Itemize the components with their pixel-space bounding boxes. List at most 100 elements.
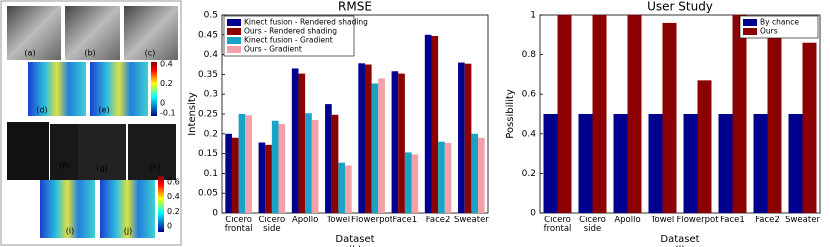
legend-swatch bbox=[227, 28, 241, 35]
panel-label: (j) bbox=[124, 227, 132, 236]
y-tick-label: 0.6 bbox=[522, 90, 537, 100]
x-tick-label-box: Flowerpot bbox=[351, 216, 392, 225]
bar bbox=[238, 114, 246, 213]
bar bbox=[298, 73, 306, 213]
y-axis-label: Intensity bbox=[187, 92, 198, 136]
legend-label: Ours - Gradient bbox=[244, 45, 302, 54]
y-axis-label: Possibility bbox=[505, 89, 516, 139]
error-map bbox=[90, 62, 148, 116]
image bbox=[124, 6, 178, 60]
bar bbox=[578, 114, 593, 213]
error-map bbox=[28, 62, 86, 116]
x-tick-label-box: Cicero side bbox=[579, 216, 606, 234]
bar bbox=[245, 115, 252, 213]
colorbar-label: 0 bbox=[167, 222, 172, 231]
colorbar-label: 0.2 bbox=[160, 79, 173, 88]
bar bbox=[291, 68, 299, 214]
colorbar-label: 0.2 bbox=[167, 207, 180, 216]
bar bbox=[767, 32, 782, 213]
x-tick-label: Towel bbox=[326, 216, 351, 225]
image bbox=[7, 122, 49, 180]
y-tick-label: 0 bbox=[530, 209, 536, 219]
legend-label: By chance bbox=[760, 18, 799, 27]
chart-title: User Study bbox=[647, 0, 713, 14]
bar bbox=[627, 15, 642, 213]
y-tick-label: 0 bbox=[212, 209, 218, 219]
bar bbox=[444, 142, 452, 213]
image bbox=[7, 6, 61, 60]
colorbar-label: 0.6 bbox=[167, 178, 180, 187]
image bbox=[128, 124, 176, 180]
bar bbox=[398, 73, 405, 213]
panel-label: (g) bbox=[96, 164, 107, 173]
bar bbox=[404, 152, 412, 213]
bar bbox=[557, 15, 572, 213]
bar bbox=[438, 141, 445, 213]
bar bbox=[338, 162, 346, 213]
bar bbox=[718, 114, 733, 213]
bar bbox=[231, 137, 239, 213]
bar bbox=[648, 114, 663, 213]
x-tick-label: Apollo bbox=[291, 216, 319, 225]
x-tick-label: Cicero side bbox=[258, 216, 286, 234]
bar bbox=[278, 123, 286, 213]
x-tick-label-box: Cicero side bbox=[258, 216, 286, 234]
bar bbox=[424, 34, 432, 213]
y-tick-label: 0.3 bbox=[204, 90, 218, 100]
legend-swatch bbox=[743, 28, 757, 35]
legend-swatch bbox=[227, 46, 241, 53]
colorbar-label: 0 bbox=[160, 99, 165, 108]
x-tick-label-box: Apollo bbox=[614, 216, 641, 225]
y-tick-label: 0.5 bbox=[204, 11, 218, 21]
bar bbox=[478, 137, 485, 213]
bar bbox=[543, 114, 558, 213]
bar bbox=[371, 83, 379, 214]
legend-swatch bbox=[227, 37, 241, 44]
image bbox=[78, 124, 126, 180]
colorbar-label: 0.4 bbox=[167, 192, 180, 201]
x-tick-label-box: Sweater bbox=[785, 216, 820, 225]
bar bbox=[325, 104, 332, 213]
bar bbox=[458, 62, 465, 213]
bar bbox=[271, 120, 279, 213]
bar bbox=[592, 15, 607, 213]
bar bbox=[305, 113, 312, 213]
x-tick-label: Sweater bbox=[785, 216, 820, 225]
panel-label: (f) bbox=[59, 162, 68, 171]
x-tick-label-box: Apollo bbox=[291, 216, 319, 225]
bar bbox=[802, 42, 817, 213]
legend-label: Ours bbox=[760, 27, 778, 36]
y-tick-label: 0.45 bbox=[198, 30, 218, 40]
panel-label: (h) bbox=[149, 164, 160, 173]
x-tick-label: Towel bbox=[650, 216, 675, 225]
y-tick-label: 0.8 bbox=[522, 50, 537, 60]
x-tick-label-box: Cicero frontal bbox=[543, 216, 572, 234]
bar bbox=[431, 35, 439, 213]
caption: (k) bbox=[348, 245, 362, 247]
x-tick-label: Cicero frontal bbox=[543, 216, 572, 234]
bar bbox=[464, 63, 472, 213]
y-tick-label: 1 bbox=[530, 11, 536, 21]
chart-title: RMSE bbox=[338, 0, 372, 14]
x-tick-label-box: Face2 bbox=[425, 216, 451, 225]
colorbar bbox=[158, 176, 164, 232]
panel-label: (a) bbox=[24, 49, 35, 58]
bar bbox=[345, 165, 352, 213]
x-axis-label: Dataset bbox=[660, 234, 699, 245]
x-tick-label: Cicero side bbox=[579, 216, 606, 234]
legend-swatch bbox=[227, 19, 241, 26]
colorbar-label: 0.4 bbox=[160, 60, 173, 69]
x-tick-label: Face1 bbox=[720, 216, 745, 225]
y-tick-label: 0.4 bbox=[522, 129, 537, 139]
y-tick-label: 0.35 bbox=[198, 70, 218, 80]
bar bbox=[683, 114, 698, 213]
legend-label: Ours - Rendered shading bbox=[244, 27, 337, 36]
x-tick-label: Apollo bbox=[614, 216, 641, 225]
error-map bbox=[40, 180, 95, 238]
panel-label: (e) bbox=[98, 106, 109, 115]
x-tick-label: Face2 bbox=[425, 216, 451, 225]
image bbox=[65, 6, 120, 60]
y-tick-label: 0.1 bbox=[204, 169, 218, 179]
